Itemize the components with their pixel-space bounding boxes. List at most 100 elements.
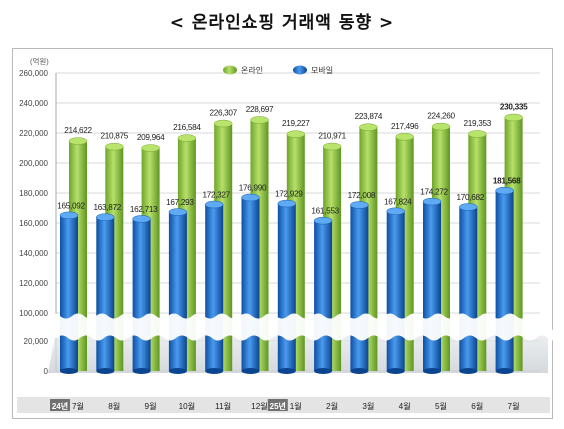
bar-mobile [314, 220, 333, 371]
x-tick-label: 4월 [399, 401, 411, 411]
y-tick-label: 180,000 [19, 189, 48, 198]
value-label-online: 230,335 [500, 102, 528, 111]
legend-label: 모바일 [311, 65, 333, 75]
x-tick-label: 1월 [290, 401, 302, 411]
axis-break-band [36, 313, 560, 341]
x-tick-label: 3월 [362, 401, 374, 411]
bar-online-top [177, 134, 197, 142]
bar-online-top [431, 122, 451, 131]
y-tick-label: 240,000 [19, 99, 48, 108]
value-label-mobile: 172,327 [202, 191, 230, 200]
y-tick-label: 0 [44, 367, 49, 376]
bar-mobile-base [205, 368, 224, 374]
value-label-online: 214,622 [64, 126, 92, 135]
x-tick-label: 2월 [326, 401, 338, 411]
bar-mobile-base [459, 368, 478, 374]
bar-mobile-base [132, 368, 151, 374]
bar-online-top [504, 113, 523, 122]
legend-swatch [293, 65, 307, 75]
value-label-mobile: 174,272 [420, 188, 448, 197]
bar-mobile-base [277, 368, 296, 374]
y-tick-label: 260,000 [19, 69, 48, 78]
bar-mobile [168, 212, 187, 371]
bar-mobile [495, 190, 514, 371]
bar-online-top [213, 119, 233, 128]
bar-mobile-top [422, 197, 442, 206]
bar-mobile-base [495, 368, 514, 374]
bar-mobile-base [350, 368, 369, 374]
bar-online-top [395, 133, 414, 141]
bar-mobile-top [459, 203, 478, 211]
value-label-online: 217,496 [391, 122, 419, 131]
bar-mobile-top [313, 216, 333, 225]
x-tick-label: 5월 [435, 401, 447, 411]
bar-mobile-top [386, 207, 405, 216]
value-label-mobile: 167,824 [384, 197, 412, 206]
x-tick-label: 6월 [471, 401, 483, 411]
value-label-online: 209,964 [137, 133, 165, 142]
bar-online-top [105, 142, 124, 151]
bar-mobile-top [350, 201, 369, 209]
x-tick-label: 12월 [251, 401, 268, 411]
value-label-online: 219,353 [464, 119, 492, 128]
value-label-online: 224,260 [427, 112, 455, 121]
value-label-mobile: 172,008 [348, 191, 376, 200]
value-label-online: 226,307 [209, 109, 237, 118]
bar-mobile [96, 217, 115, 371]
chart-title: < 온라인쇼핑 거래액 동향 > [169, 13, 395, 33]
year-tag-bg [50, 399, 70, 411]
bar-mobile-base [386, 368, 405, 374]
legend-label: 온라인 [241, 65, 263, 75]
bar-mobile-base [60, 368, 78, 374]
bar-mobile-top [277, 199, 297, 208]
bar-mobile [423, 201, 441, 371]
value-label-mobile: 165,092 [57, 201, 85, 210]
x-tick-label: 8월 [108, 401, 120, 411]
year-tag-label: 24년 [52, 401, 68, 411]
value-label-mobile: 170,682 [457, 193, 485, 202]
value-label-mobile: 176,990 [239, 184, 267, 193]
bar-mobile-base [96, 368, 115, 374]
year-tag-bg [267, 399, 288, 411]
bar-mobile [277, 203, 296, 371]
bar-mobile [386, 211, 405, 371]
value-label-online: 219,227 [282, 119, 310, 128]
x-tick-label: 10월 [179, 401, 196, 411]
bar-mobile-top [59, 211, 79, 220]
value-label-mobile: 162,713 [130, 205, 158, 214]
bar-mobile-top [495, 186, 514, 195]
bar-mobile-base [423, 368, 441, 374]
legend-swatch [223, 65, 237, 75]
value-label-online: 210,875 [101, 132, 129, 141]
bar-online-top [141, 144, 160, 152]
bar-mobile-top [241, 193, 260, 202]
bar-mobile-top [168, 208, 188, 216]
bar-mobile [60, 215, 78, 371]
bar-mobile [241, 197, 260, 371]
y-unit-label: (억원) [30, 57, 49, 66]
y-tick-label: 200,000 [19, 159, 48, 168]
value-label-online: 216,584 [173, 123, 201, 132]
year-tag-label: 25년 [270, 401, 286, 411]
bar-mobile-base [314, 368, 333, 374]
bar-online-top [286, 130, 306, 138]
bar-online-top [359, 123, 378, 131]
value-label-online: 223,874 [355, 112, 383, 121]
y-tick-label: 160,000 [19, 219, 48, 228]
value-label-mobile: 181,568 [493, 177, 521, 186]
bar-mobile-top [96, 213, 115, 221]
y-tick-label: 100,000 [19, 309, 48, 318]
bar-mobile-base [241, 368, 260, 374]
bar-online-top [250, 116, 269, 124]
x-tick-label: 7월 [508, 401, 520, 411]
bar-online-top [322, 142, 342, 151]
x-tick-label: 11월 [215, 401, 231, 411]
y-tick-label: 220,000 [19, 129, 48, 138]
bar-mobile [350, 204, 369, 371]
value-label-mobile: 163,872 [94, 203, 122, 212]
x-tick-label: 9월 [145, 401, 157, 411]
bar-online-top [68, 137, 88, 145]
y-tick-label: 140,000 [19, 249, 48, 258]
y-tick-label: 20,000 [24, 337, 49, 346]
